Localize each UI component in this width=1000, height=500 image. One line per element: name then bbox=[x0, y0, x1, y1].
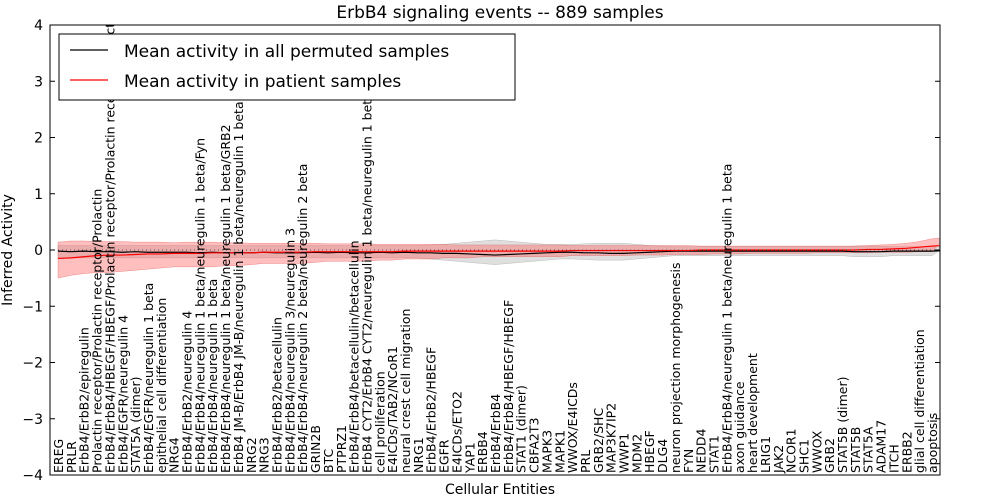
y-tick-label: 3 bbox=[34, 74, 43, 90]
category-label: NCOR1 bbox=[784, 428, 799, 473]
category-label: glial cell differentiation bbox=[912, 329, 927, 473]
category-label: ErbB4/EGFR/neuregulin 1 beta bbox=[141, 283, 156, 473]
category-label: ErbB4/ErbB4/neuregulin 2 beta/neuregulin… bbox=[295, 164, 310, 473]
plot-frame bbox=[49, 24, 941, 476]
category-label: PRLR bbox=[64, 441, 79, 473]
category-label: STAT5B (dimer) bbox=[835, 377, 850, 473]
category-label: STAT1 bbox=[707, 435, 722, 473]
category-label: ErbB4/ErbB4/neuregulin 1 beta bbox=[205, 279, 220, 473]
category-label: WWOX bbox=[809, 430, 824, 473]
category-label: ERBB4 bbox=[475, 431, 490, 473]
category-label: neural crest cell migration bbox=[398, 309, 413, 473]
category-label: MAPK3 bbox=[539, 430, 554, 473]
category-label: STAT1 (dimer) bbox=[514, 385, 529, 473]
category-label: ErbB4/ErbB4 bbox=[488, 394, 503, 473]
category-label: LRIG1 bbox=[758, 436, 773, 473]
category-label: ERBB2 bbox=[899, 431, 914, 473]
category-label: ErbB4/ErbB2/neuregulin 4 bbox=[180, 311, 195, 473]
category-label: ADAM17 bbox=[874, 420, 889, 473]
category-label: ErbB4/ErbB4/neuregulin 1 beta/neuregulin… bbox=[719, 164, 734, 473]
category-label: WWP1 bbox=[617, 433, 632, 473]
category-label: NEDD4 bbox=[694, 429, 709, 473]
legend-box bbox=[58, 33, 516, 101]
category-label: ErbB4/ErbB4/HBEGF/HBEGF/Prolactin recept… bbox=[102, 11, 117, 473]
y-tick-label: −2 bbox=[22, 356, 43, 372]
x-axis-label: Cellular Entities bbox=[445, 482, 555, 498]
category-label: CBFA2T3 bbox=[527, 418, 542, 473]
category-label: STAT5A bbox=[861, 426, 876, 473]
category-labels: EREGPRLRErbB4/ErbB2/epiregulinProlactin … bbox=[51, 11, 940, 474]
category-label: epithelial cell differentiation bbox=[154, 298, 169, 473]
category-label: STAT5A (dimer) bbox=[128, 377, 143, 473]
category-label: ErbB4 JM-B/ErbB4 JM-B/neuregulin 1 beta/… bbox=[231, 101, 246, 473]
category-label: heart development bbox=[745, 353, 760, 473]
category-label: GRB2/SHC bbox=[591, 408, 606, 473]
legend-label-patient: Mean activity in patient samples bbox=[124, 72, 401, 92]
category-label: ErbB4/ErbB4/HBEGF/HBEGF bbox=[501, 300, 516, 473]
legend: Mean activity in all permuted samples Me… bbox=[58, 33, 516, 101]
category-label: apoptosis bbox=[925, 413, 940, 473]
category-label: ErbB4/ErbB4/betacellulin/betacellulin bbox=[347, 240, 362, 473]
category-label: E4ICDs/TAB2/NCoR1 bbox=[385, 346, 400, 473]
category-label: ErbB4/EGFR/neuregulin 4 bbox=[115, 315, 130, 473]
category-label: ErbB4/ErbB4/neuregulin 1 beta/neuregulin… bbox=[192, 138, 207, 473]
band-patient bbox=[57, 237, 940, 279]
category-label: cell proliferation bbox=[372, 371, 387, 473]
y-tick-label: −3 bbox=[22, 412, 43, 428]
y-tick-label: 0 bbox=[34, 243, 43, 259]
category-label: ErbB4/ErbB2/betacellulin bbox=[270, 317, 285, 473]
category-label: ErbB4 CYT2/ErbB4 CYT2/neuregulin 1 beta/… bbox=[359, 92, 374, 473]
category-label: FYN bbox=[681, 449, 696, 473]
category-label: ITCH bbox=[886, 444, 901, 473]
line-patient-mean bbox=[57, 245, 940, 260]
y-tick-label: 1 bbox=[34, 187, 43, 203]
category-label: GRB2 bbox=[822, 438, 837, 473]
category-label: YAP1 bbox=[462, 442, 477, 474]
category-label: SHC1 bbox=[796, 439, 811, 473]
category-label: NRG4 bbox=[167, 437, 182, 473]
category-label: EREG bbox=[51, 439, 66, 473]
category-label: DLG4 bbox=[655, 439, 670, 473]
category-label: MAP3K7IP2 bbox=[604, 403, 619, 473]
category-label: STAT5B bbox=[848, 427, 863, 473]
y-axis-label: Inferred Activity bbox=[0, 194, 16, 306]
category-label: BTC bbox=[321, 449, 336, 473]
category-label: EGFR bbox=[437, 439, 452, 473]
category-label: neuron projection morphogenesis bbox=[668, 262, 683, 473]
y-tick-label: −1 bbox=[22, 299, 43, 315]
series-lines bbox=[57, 245, 940, 260]
category-label: ErbB4/ErbB4/neuregulin 1 beta/neuregulin… bbox=[218, 124, 233, 473]
category-label: NRG1 bbox=[411, 437, 426, 473]
chart-title: ErbB4 signaling events -- 889 samples bbox=[336, 3, 663, 23]
category-label: NRG3 bbox=[257, 437, 272, 473]
category-label: ErbB4/ErbB2/HBEGF bbox=[424, 347, 439, 473]
category-label: ErbB4/ErbB2/epiregulin bbox=[77, 327, 92, 473]
category-label: NRG2 bbox=[244, 437, 259, 473]
category-label: E4ICDs/ETO2 bbox=[449, 391, 464, 473]
category-label: ErbB4/ErbB4/neuregulin 3/neuregulin 3 bbox=[282, 228, 297, 473]
confidence-bands bbox=[57, 237, 940, 279]
category-label: MAPK1 bbox=[552, 430, 567, 473]
category-label: PRL bbox=[578, 450, 593, 473]
y-tick-label: −4 bbox=[22, 468, 43, 484]
legend-label-permuted: Mean activity in all permuted samples bbox=[124, 42, 449, 62]
y-tick-label: 4 bbox=[34, 18, 43, 34]
category-label: PTPRZ1 bbox=[334, 425, 349, 473]
category-label: MDM2 bbox=[629, 434, 644, 473]
category-label: GRIN2B bbox=[308, 425, 323, 473]
category-label: axon guidance bbox=[732, 381, 747, 473]
category-label: HBEGF bbox=[642, 430, 657, 473]
category-label: Prolactin receptor/Prolactin receptor/Pr… bbox=[90, 189, 105, 473]
category-label: WWOX/E4ICDs bbox=[565, 382, 580, 473]
category-label: JAK2 bbox=[771, 445, 786, 474]
y-axis-ticks: −4 −3 −2 −1 0 1 2 3 4 bbox=[22, 18, 940, 484]
y-tick-label: 2 bbox=[34, 131, 43, 147]
